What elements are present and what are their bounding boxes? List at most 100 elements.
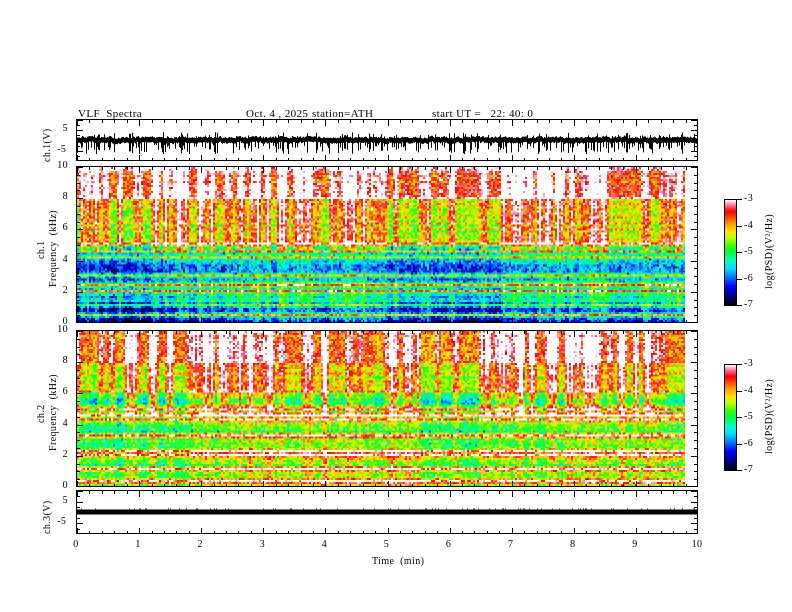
x-tick [276, 331, 277, 334]
x-tick [127, 167, 128, 170]
x-tick [512, 120, 513, 126]
panel-ch2-spectrogram [76, 330, 698, 487]
x-tick [524, 167, 525, 170]
y-tick [691, 502, 697, 503]
x-tick [263, 167, 264, 173]
y-tick [694, 386, 697, 387]
x-tick [201, 331, 202, 337]
x-tick [77, 167, 78, 173]
y-tick [691, 491, 697, 492]
y-tick [77, 448, 80, 449]
colorbar-tick-label: -6 [744, 437, 754, 449]
x-tick [487, 158, 488, 160]
y-tick [694, 268, 697, 269]
x-tick [375, 158, 376, 160]
x-tick [487, 320, 488, 322]
x-tick [338, 167, 339, 170]
x-tick [288, 320, 289, 322]
y-tick [77, 229, 83, 230]
y-tick [691, 141, 697, 142]
x-tick [673, 531, 674, 533]
x-tick [586, 167, 587, 170]
x-tick [363, 167, 364, 170]
x-tick [686, 491, 687, 494]
y-tick [77, 507, 80, 508]
colorbar-label: log(PSD)(V²/Hz) [764, 378, 775, 454]
colorbar-tick-label: -6 [744, 272, 754, 284]
y-tick [77, 146, 80, 147]
x-tick [363, 158, 364, 160]
y-tick [77, 378, 80, 379]
x-tick [425, 158, 426, 160]
x-tick [238, 484, 239, 486]
x-tick [325, 481, 326, 486]
x-tick [214, 331, 215, 334]
x-tick [648, 167, 649, 170]
y-tick [77, 175, 80, 176]
x-tick [238, 531, 239, 533]
x-tick [661, 491, 662, 494]
x-tick [214, 158, 215, 160]
x-tick [648, 120, 649, 123]
x-tick [276, 158, 277, 160]
x-tick [512, 491, 513, 497]
x-tick [102, 158, 103, 160]
x-tick [313, 491, 314, 494]
x-tick [549, 484, 550, 486]
x-tick [363, 331, 364, 334]
x-tick [139, 317, 140, 322]
x-tick-label: 9 [632, 539, 638, 550]
y-tick [691, 425, 697, 426]
x-tick [201, 120, 202, 126]
y-tick-label: 8 [62, 355, 68, 367]
x-tick [89, 531, 90, 533]
x-tick [425, 331, 426, 334]
x-tick [549, 320, 550, 322]
x-tick [561, 531, 562, 533]
x-tick [201, 481, 202, 486]
y-tick-label: 2 [62, 284, 68, 296]
y-tick [694, 409, 697, 410]
x-tick [623, 120, 624, 123]
x-tick [400, 158, 401, 160]
x-tick [313, 158, 314, 160]
x-axis-label: Time (min) [372, 556, 425, 567]
y-tick [77, 315, 80, 316]
x-tick [251, 120, 252, 123]
y-tick [694, 222, 697, 223]
x-tick [102, 167, 103, 170]
x-tick [214, 491, 215, 494]
x-tick [325, 120, 326, 126]
x-tick [288, 491, 289, 494]
x-tick [599, 531, 600, 533]
x-tick [412, 158, 413, 160]
x-tick [77, 331, 78, 337]
y-tick [694, 183, 697, 184]
y-tick [694, 206, 697, 207]
x-tick [412, 120, 413, 123]
panel-ch1-waveform [76, 119, 698, 161]
y-tick [77, 523, 83, 524]
x-tick [164, 491, 165, 494]
x-tick [189, 331, 190, 334]
x-tick [462, 331, 463, 334]
x-tick [512, 167, 513, 173]
x-tick [375, 531, 376, 533]
y-tick [694, 253, 697, 254]
x-tick [623, 531, 624, 533]
x-tick [189, 120, 190, 123]
waveform-trace-ch3-waveform [77, 491, 697, 533]
y-tick [694, 135, 697, 136]
y-tick [694, 448, 697, 449]
x-tick [102, 120, 103, 123]
x-tick [89, 167, 90, 170]
x-tick [561, 158, 562, 160]
x-tick [226, 531, 227, 533]
colorbar-tick-label: -3 [744, 358, 754, 369]
x-tick [313, 320, 314, 322]
y-tick [77, 206, 80, 207]
x-tick [89, 120, 90, 123]
x-tick-label: 2 [197, 539, 203, 550]
x-tick [512, 317, 513, 322]
y-tick [694, 479, 697, 480]
